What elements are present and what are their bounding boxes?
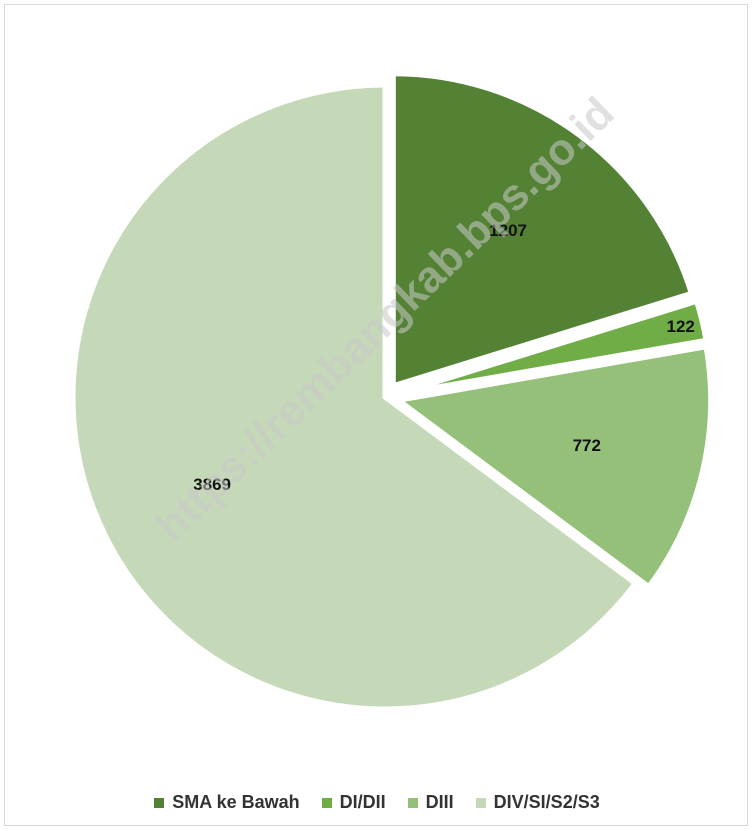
data-label-2: 772 <box>573 436 601 455</box>
pie-slice-1 <box>397 298 709 397</box>
legend-item-2: DIII <box>407 792 454 813</box>
pie-slice-3 <box>70 82 639 712</box>
legend-swatch <box>407 797 418 808</box>
data-label-0: 1207 <box>489 221 527 240</box>
legend-label: DIV/SI/S2/S3 <box>493 792 600 812</box>
legend-swatch <box>154 797 165 808</box>
data-label-1: 122 <box>667 317 695 336</box>
pie-slice-0 <box>390 71 695 390</box>
legend-swatch <box>475 797 486 808</box>
legend-item-3: DIV/SI/S2/S3 <box>475 792 600 813</box>
chart-legend: SMA ke Bawah DI/DII DIII DIV/SI/S2/S3 <box>0 792 754 813</box>
legend-item-1: DI/DII <box>321 792 386 813</box>
legend-label: DI/DII <box>339 792 386 812</box>
legend-label: DIII <box>425 792 454 812</box>
legend-swatch <box>321 797 332 808</box>
pie-slice-2 <box>392 343 714 591</box>
legend-label: SMA ke Bawah <box>172 792 300 812</box>
data-label-3: 3869 <box>193 475 231 494</box>
legend-item-0: SMA ke Bawah <box>154 792 300 813</box>
